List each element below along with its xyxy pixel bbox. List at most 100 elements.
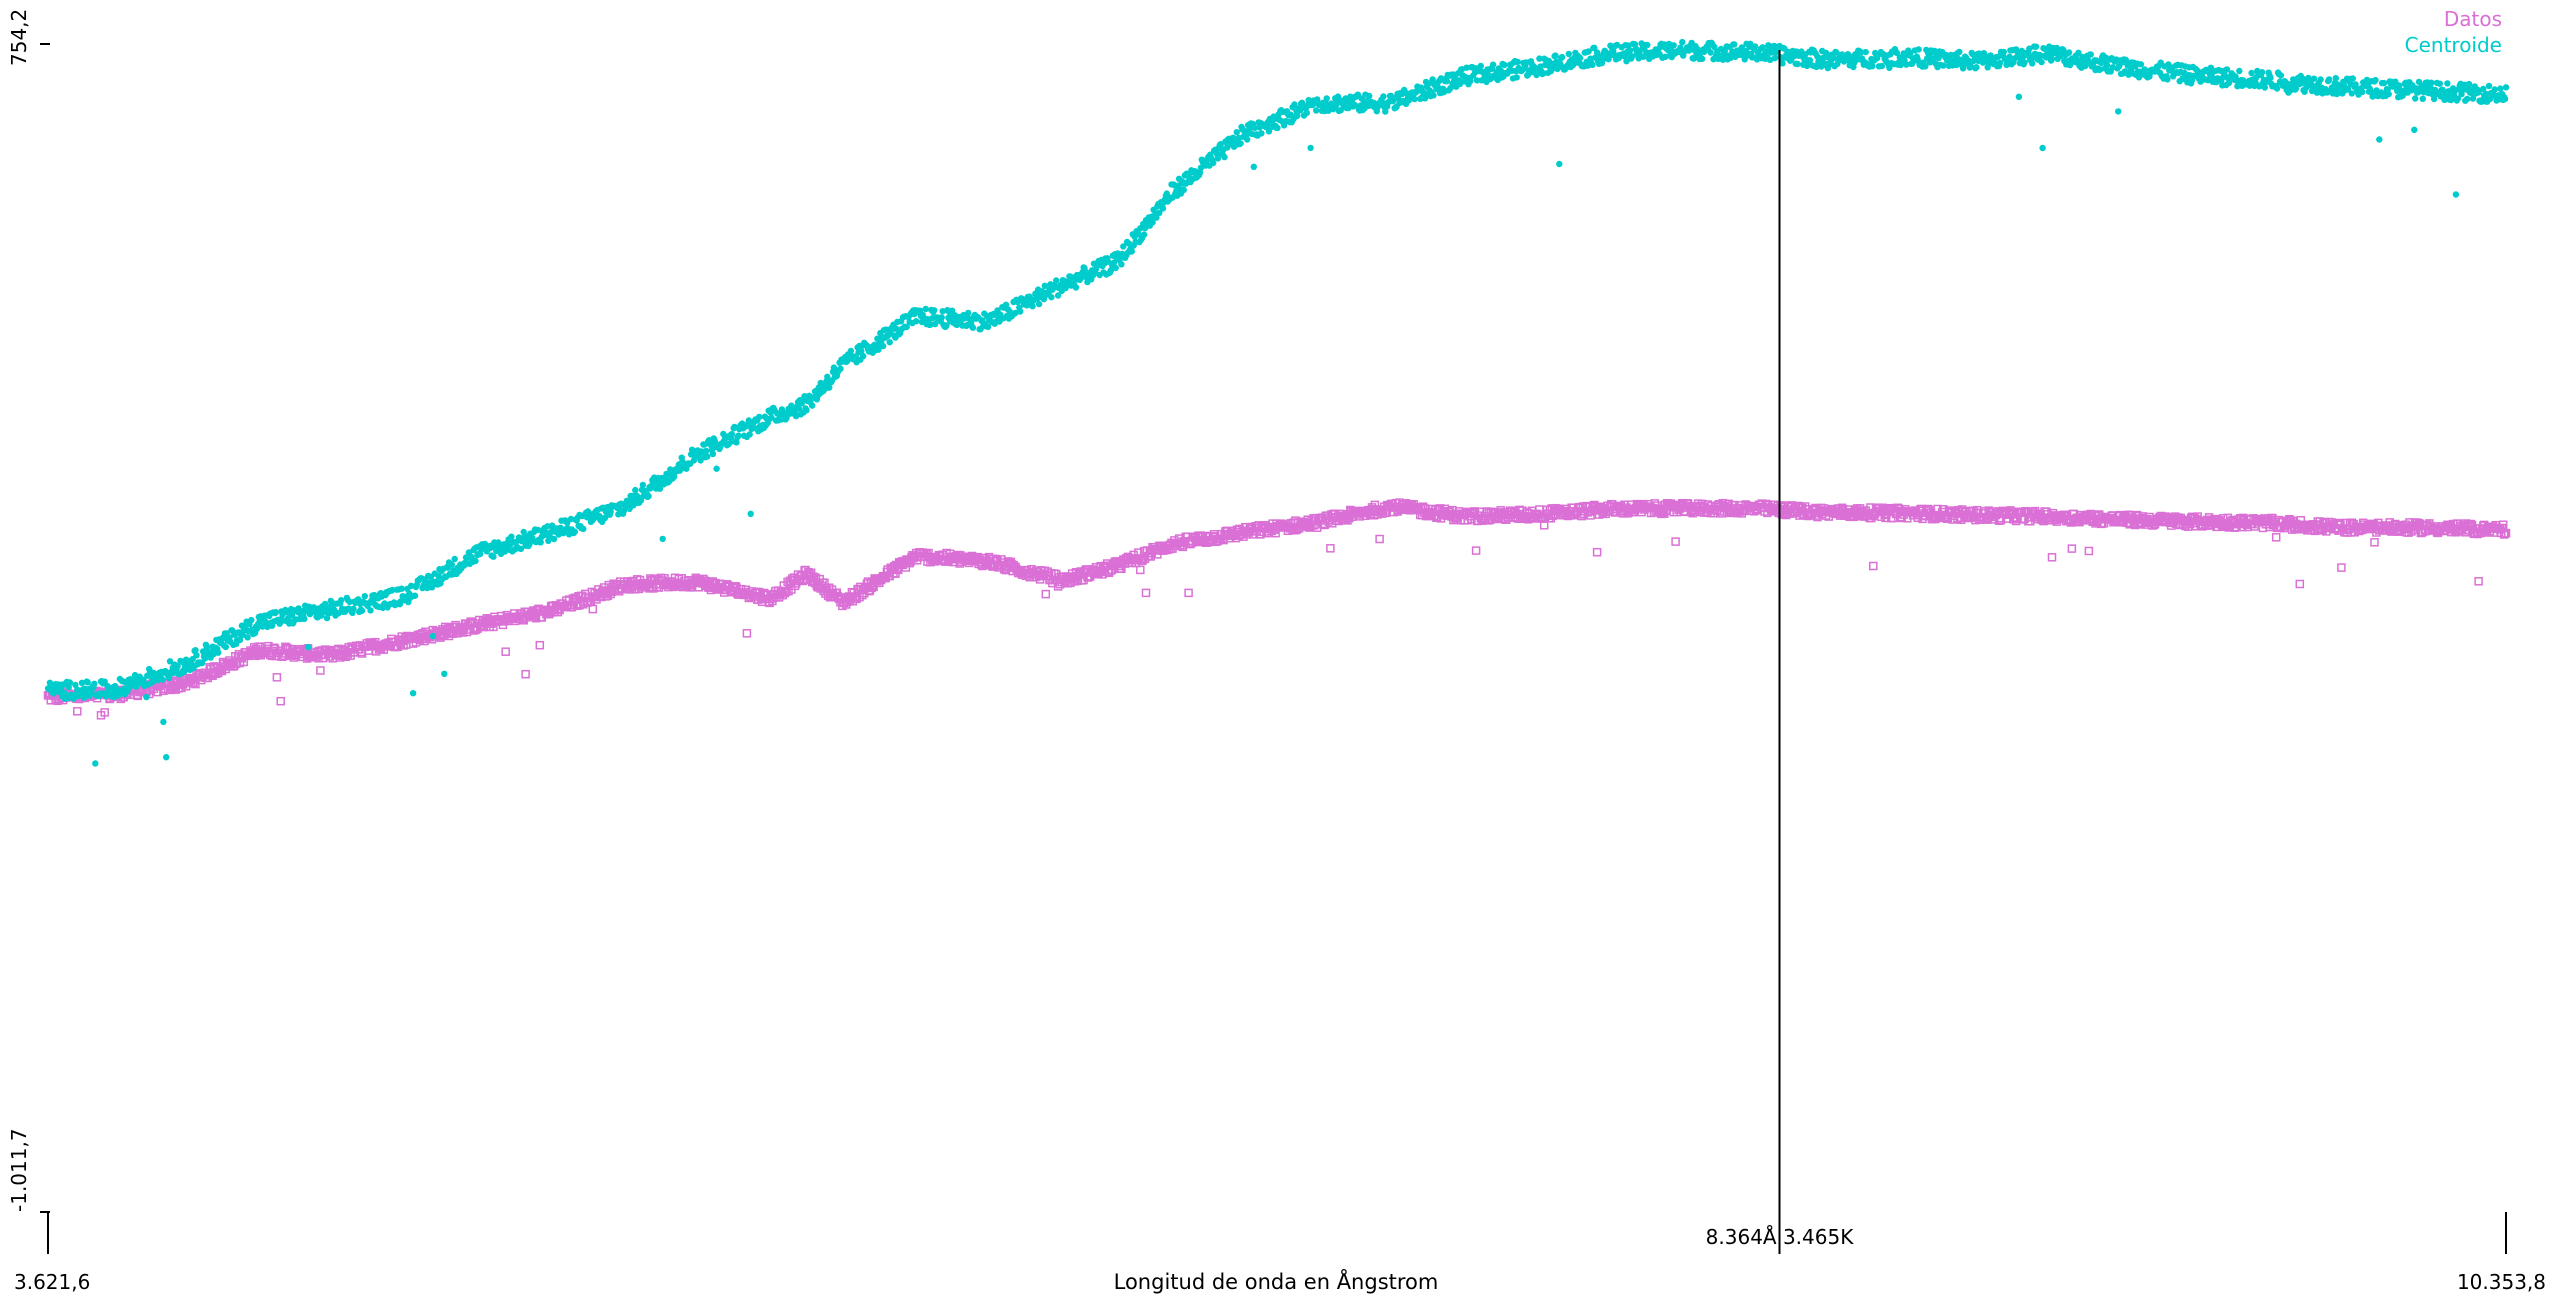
data-point [795, 405, 803, 412]
data-point [1759, 44, 1766, 51]
data-point [244, 634, 251, 641]
data-point [1323, 95, 1330, 102]
data-point [1120, 243, 1127, 250]
data-point [272, 609, 280, 616]
data-point [567, 515, 575, 523]
data-point [1907, 50, 1914, 57]
data-point [1996, 59, 2004, 67]
data-point [166, 658, 174, 665]
data-point [1751, 43, 1759, 50]
data-point [429, 632, 437, 640]
data-point [66, 679, 74, 686]
data-point [2474, 577, 2483, 586]
data-point [1136, 565, 1145, 575]
data-point [1112, 264, 1119, 272]
data-point [1794, 60, 1801, 68]
data-point [1229, 134, 1237, 141]
data-point [913, 318, 920, 325]
data-point [1411, 95, 1418, 103]
data-point [1959, 65, 1967, 72]
data-point [160, 718, 167, 726]
data-point [893, 325, 900, 332]
data-point [1118, 261, 1125, 268]
data-point [1237, 140, 1244, 147]
data-point [1565, 50, 1573, 58]
data-point [601, 514, 609, 522]
data-point [174, 662, 181, 670]
data-point [2115, 108, 2122, 115]
data-point [1294, 112, 1301, 120]
data-point [350, 605, 357, 612]
data-point [2466, 519, 2476, 529]
data-point [1763, 48, 1770, 55]
data-point [2029, 60, 2036, 67]
data-point [1536, 55, 1543, 62]
data-point [1558, 53, 1566, 61]
data-point [1029, 303, 1036, 310]
data-point [448, 561, 455, 568]
data-point [544, 523, 551, 530]
data-point [1994, 53, 2002, 60]
data-point [1291, 101, 1298, 108]
data-point [2048, 55, 2056, 63]
data-point [2193, 512, 2202, 521]
data-point [2032, 43, 2040, 50]
data-point [2039, 144, 2046, 152]
data-point [656, 485, 664, 492]
data-point [1048, 294, 1055, 301]
data-point [1956, 48, 1963, 56]
data-point [78, 679, 86, 686]
data-point [1671, 537, 1680, 546]
data-point [1380, 93, 1387, 100]
data-point [1244, 136, 1251, 143]
data-point [1644, 41, 1651, 49]
data-point [508, 533, 515, 540]
data-point [1375, 534, 1384, 544]
data-point [1141, 588, 1151, 598]
data-point [1627, 47, 1634, 54]
data-point [1679, 38, 1686, 46]
data-point [1771, 54, 1779, 62]
data-point [2137, 61, 2145, 68]
data-point [645, 492, 652, 500]
data-point [301, 615, 308, 623]
data-point [517, 545, 525, 553]
data-point [215, 649, 222, 656]
data-point [637, 497, 645, 504]
data-point [2067, 544, 2077, 553]
data-point [1467, 77, 1474, 85]
data-point [728, 430, 735, 438]
data-point [1035, 300, 1043, 308]
data-point [2261, 84, 2268, 91]
data-point [411, 592, 419, 599]
data-point [1128, 248, 1136, 255]
data-point [192, 647, 199, 654]
data-point [922, 305, 929, 313]
data-point [299, 607, 306, 615]
data-point [1973, 63, 1980, 71]
data-point [1303, 109, 1311, 117]
data-point [1196, 169, 1204, 176]
data-point [535, 640, 545, 650]
data-point [1140, 231, 1148, 238]
data-point [1592, 547, 1602, 557]
data-point [1489, 61, 1497, 68]
data-point [768, 414, 775, 421]
data-point [1556, 160, 1563, 168]
data-point [1940, 62, 1947, 69]
data-point [1707, 49, 1714, 56]
data-point [409, 690, 417, 697]
data-point [1153, 214, 1160, 221]
data-point [847, 347, 855, 355]
data-point [931, 320, 939, 328]
data-point [1833, 49, 1840, 56]
data-point [837, 365, 844, 372]
data-point [860, 353, 867, 360]
data-point [948, 307, 956, 314]
data-point [1017, 308, 1024, 315]
data-point [927, 321, 934, 328]
data-point [2271, 533, 2281, 542]
data-point [1326, 544, 1335, 553]
data-point [713, 465, 720, 472]
